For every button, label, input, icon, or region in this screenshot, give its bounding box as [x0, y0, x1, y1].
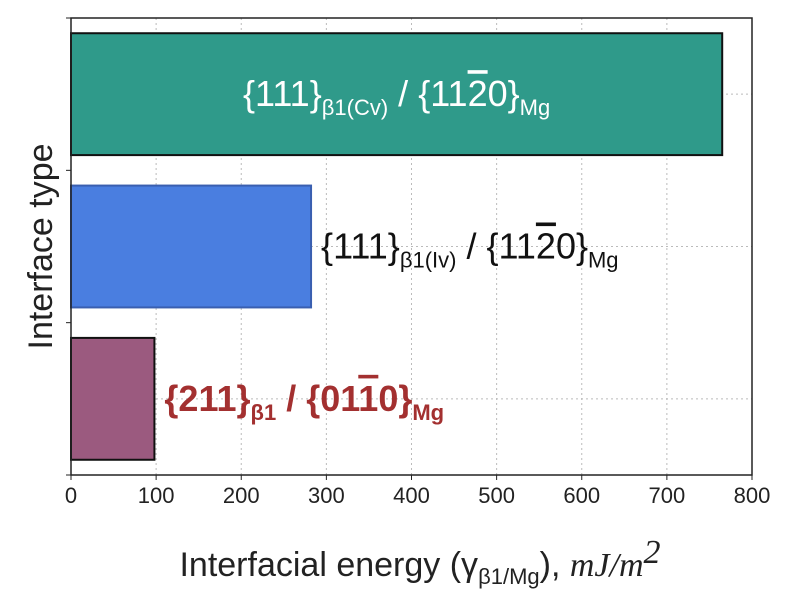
label-subscript: β1: [251, 400, 277, 425]
x-title-close: ),: [540, 546, 570, 584]
x-title-unit-sup: 2: [644, 534, 661, 571]
bar-1: [70, 32, 724, 157]
label-main: {111}: [243, 73, 322, 114]
x-tick-label: 700: [649, 483, 686, 508]
label-main: {11: [418, 73, 467, 114]
y-axis-title: Interface type: [22, 143, 60, 349]
x-tick-labels: 0 100 200 300 400 500 600 700 800: [65, 475, 770, 508]
bar-3: [70, 336, 156, 461]
label-overbar-digit: 2: [468, 73, 488, 114]
bar-labels: {111}β1(Cv) / {1120}Mg{111}β1(Iv) / {112…: [164, 73, 618, 425]
label-subscript: Mg: [588, 248, 619, 273]
label-subscript: β1(Cv): [322, 95, 388, 120]
x-title-main: Interfacial energy (γ: [179, 546, 478, 584]
x-tick-label: 500: [478, 483, 515, 508]
x-title-subscript: β1/Mg: [478, 564, 540, 589]
x-axis-title: Interfacial energy (γβ1/Mg), mJ/m2: [179, 534, 660, 589]
label-main: {01: [306, 378, 360, 419]
label-subscript: β1(Iv): [400, 248, 457, 273]
label-separator: /: [388, 73, 418, 114]
bar-label-2: {111}β1(Iv) / {1120}Mg: [321, 226, 619, 273]
label-main: 0}: [556, 226, 588, 267]
bar-label-1: {111}β1(Cv) / {1120}Mg: [243, 73, 550, 120]
bar-2: [70, 184, 313, 309]
label-subscript: Mg: [520, 95, 551, 120]
x-tick-label: 100: [138, 483, 175, 508]
label-main: {11: [487, 226, 536, 267]
x-tick-label: 200: [223, 483, 260, 508]
label-separator: /: [276, 378, 306, 419]
bar-label-3: {211}β1 / {0110}Mg: [164, 378, 444, 425]
label-main: {111}: [321, 226, 400, 267]
label-separator: /: [456, 226, 486, 267]
label-main: 0}: [378, 378, 412, 419]
label-overbar-digit: 2: [536, 226, 556, 267]
bars-group: [70, 32, 724, 461]
x-tick-label: 400: [393, 483, 430, 508]
x-title-unit: mJ/m: [570, 547, 644, 584]
label-subscript: Mg: [412, 400, 444, 425]
x-tick-label: 600: [563, 483, 600, 508]
x-tick-label: 300: [308, 483, 345, 508]
x-tick-label: 0: [65, 483, 77, 508]
label-overbar-digit: 1: [358, 378, 378, 419]
label-main: 0}: [488, 73, 520, 114]
x-tick-label: 800: [734, 483, 771, 508]
label-main: {211}: [164, 378, 250, 419]
